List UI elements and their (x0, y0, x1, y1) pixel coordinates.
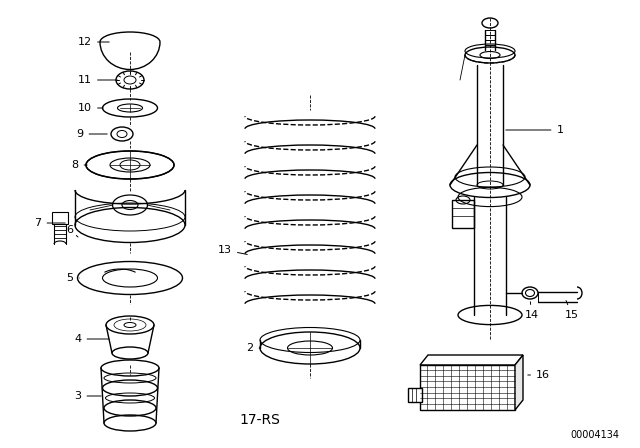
Text: 11: 11 (78, 75, 117, 85)
Text: 3: 3 (74, 391, 101, 401)
Text: 5: 5 (67, 273, 79, 283)
Text: 9: 9 (76, 129, 108, 139)
Text: 4: 4 (74, 334, 109, 344)
Bar (452, 200, 474, 228)
Text: 6: 6 (67, 225, 78, 237)
Text: 7: 7 (35, 218, 65, 228)
Text: 17-RS: 17-RS (239, 413, 280, 427)
Text: 10: 10 (78, 103, 103, 113)
Text: 12: 12 (78, 37, 109, 47)
Bar (408, 388, 422, 402)
Text: 2: 2 (246, 343, 260, 353)
Polygon shape (420, 355, 523, 365)
Text: 1: 1 (506, 125, 563, 135)
Polygon shape (515, 355, 523, 410)
Text: 14: 14 (525, 302, 539, 320)
Text: 16: 16 (528, 370, 550, 380)
Text: 00004134: 00004134 (570, 430, 620, 440)
Text: 15: 15 (565, 301, 579, 320)
Text: 13: 13 (218, 245, 247, 255)
Text: 8: 8 (72, 160, 87, 170)
Bar (420, 365, 515, 410)
